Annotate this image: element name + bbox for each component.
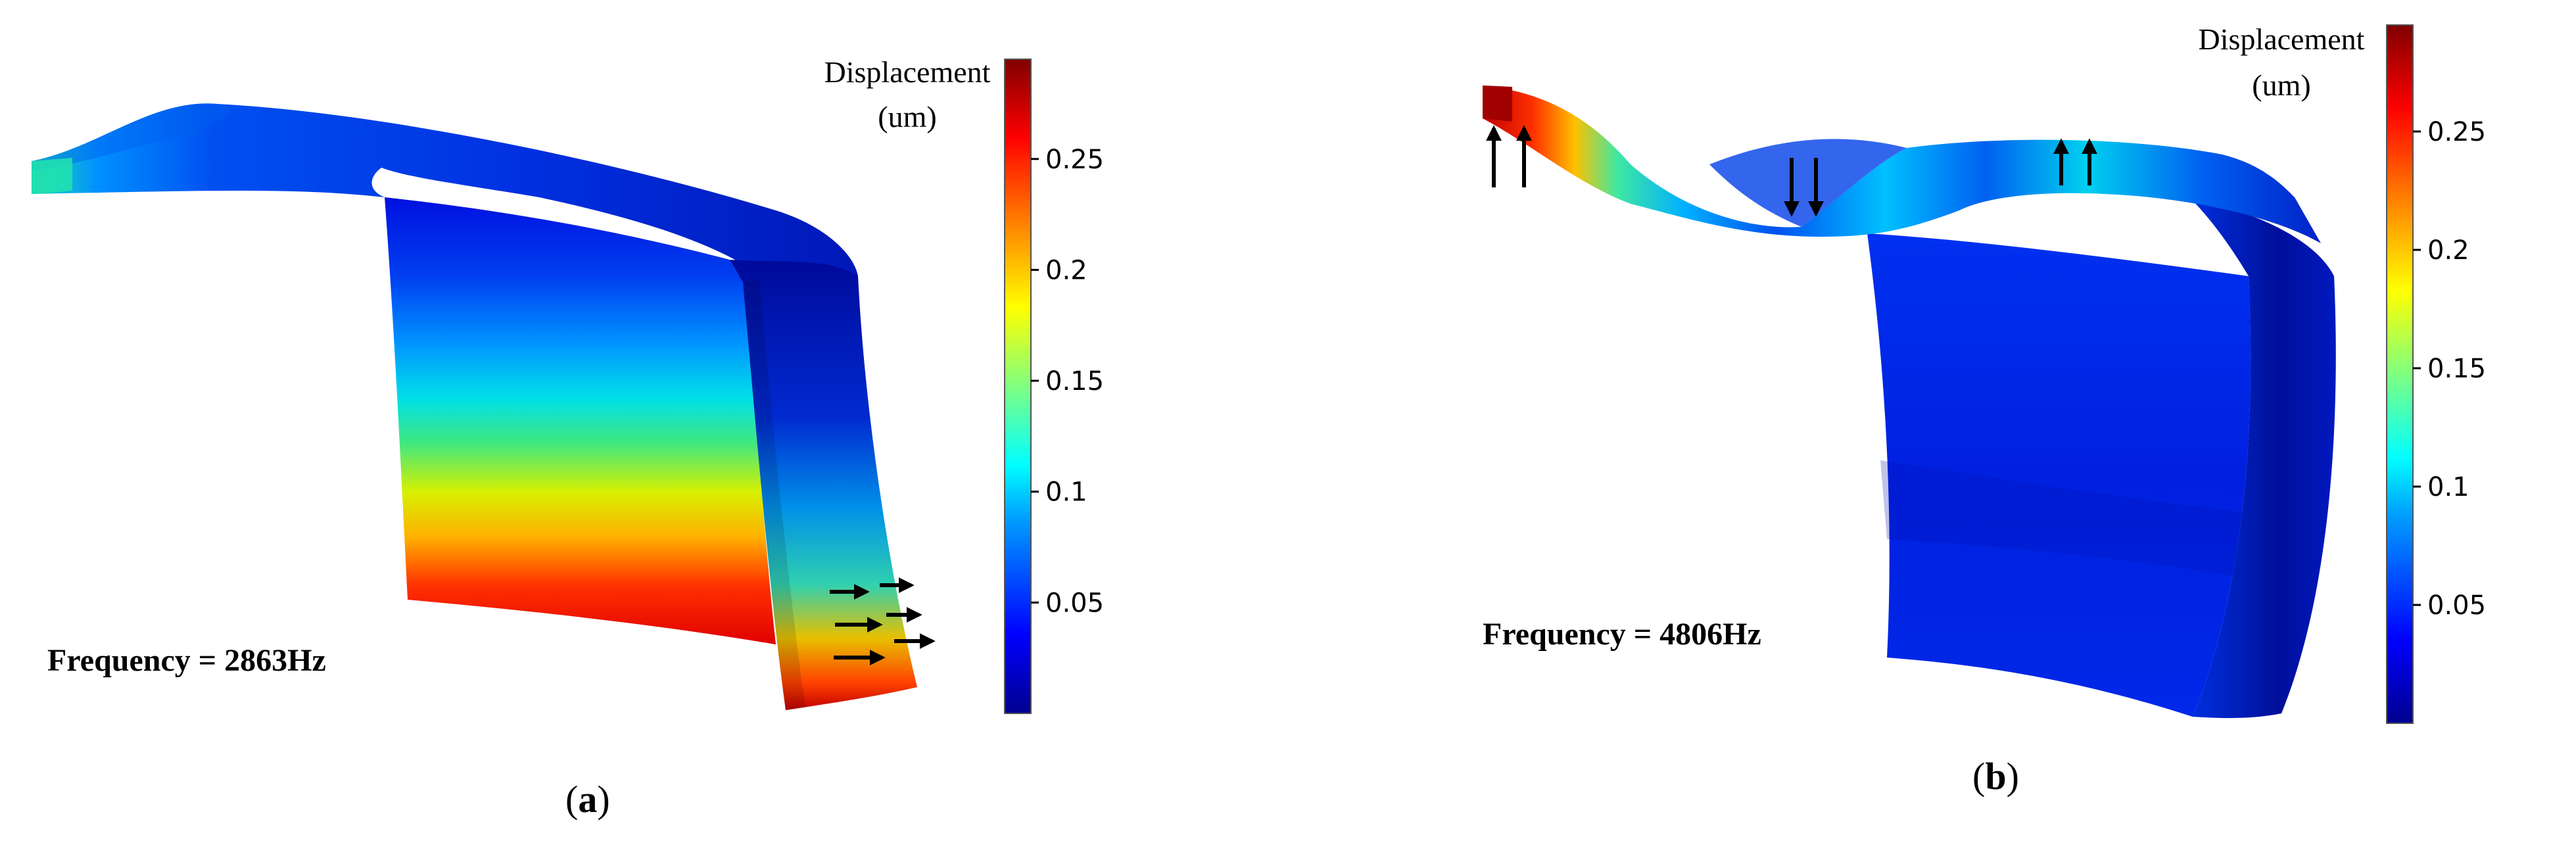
colorbar-tick-label: 0.1 (2427, 472, 2469, 502)
colorbar-title: Displacement (2199, 22, 2365, 56)
panel-a: Frequency = 2863Hz (a) Displacement (um)… (32, 55, 1104, 821)
panel-a-wall (385, 197, 776, 644)
panel-b-label: (b) (1972, 755, 2019, 798)
colorbar-tick-label: 0.05 (2427, 590, 2486, 621)
panel-a-frequency: Frequency = 2863Hz (47, 643, 326, 678)
colorbar-tick-label: 0.2 (2427, 235, 2469, 266)
colorbar-unit: (um) (2252, 68, 2310, 102)
panel-a-colorbar: Displacement (um) 0.25 0.2 0.15 0.1 0.05 (824, 55, 1104, 714)
panel-b-frequency: Frequency = 4806Hz (1483, 617, 1761, 652)
panel-b-wall (1867, 233, 2251, 717)
panel-b-mode-arrows (1486, 125, 2097, 217)
panel-a-edge (730, 260, 917, 710)
colorbar-tick-label: 0.2 (1045, 255, 1087, 285)
colorbar-tick-label: 0.1 (1045, 477, 1087, 508)
colorbar-tick-label: 0.05 (1045, 588, 1104, 618)
panel-b-top-band (1483, 85, 2321, 243)
panel-a-mode-arrows (830, 577, 936, 665)
panel-a-top-flange (32, 103, 858, 283)
panel-b: Frequency = 4806Hz (b) Displacement (um)… (1483, 22, 2486, 798)
colorbar-tick-label: 0.15 (2427, 354, 2486, 384)
panel-a-label: (a) (565, 778, 610, 821)
colorbar-tick-label: 0.25 (2427, 117, 2486, 147)
colorbar-title: Displacement (824, 55, 991, 89)
panel-b-colorbar: Displacement (um) 0.25 0.2 0.15 0.1 0.05 (2199, 22, 2486, 724)
colorbar-scale (2386, 24, 2414, 724)
panel-b-edge (2189, 197, 2336, 719)
colorbar-tick-label: 0.25 (1045, 145, 1104, 175)
colorbar-unit: (um) (878, 100, 936, 133)
colorbar-scale (1004, 59, 1032, 714)
colorbar-tick-label: 0.15 (1045, 366, 1104, 396)
